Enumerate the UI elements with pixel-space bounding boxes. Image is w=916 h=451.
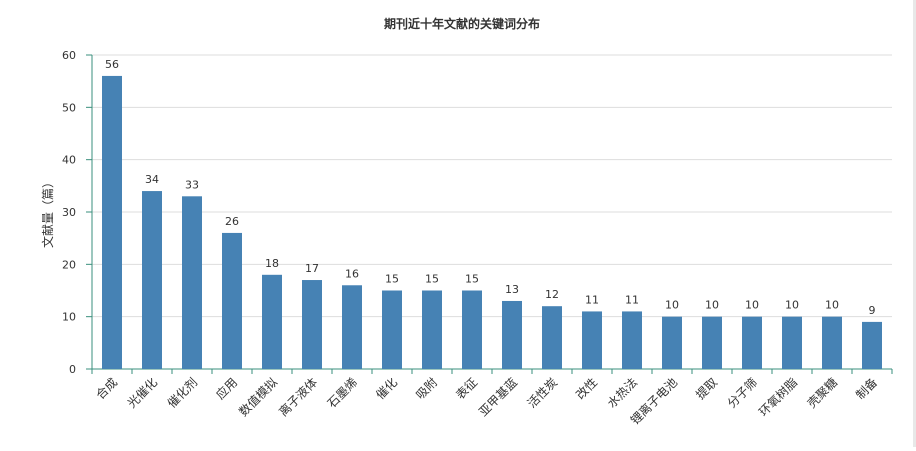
bars	[102, 75, 882, 369]
bar	[142, 191, 162, 369]
bar	[822, 316, 842, 369]
data-label: 15	[425, 273, 439, 286]
data-label: 11	[585, 293, 599, 306]
y-tick-label: 50	[62, 101, 76, 114]
x-tick-label: 水热法	[605, 375, 640, 410]
bar	[862, 321, 882, 369]
y-tick-label: 20	[62, 258, 76, 271]
x-tick-label: 环氧树脂	[756, 375, 801, 420]
bar	[462, 290, 482, 369]
data-label: 18	[265, 257, 279, 270]
data-label: 56	[105, 58, 119, 71]
data-label: 10	[665, 299, 679, 312]
chart-title: 期刊近十年文献的关键词分布	[384, 16, 540, 31]
bar	[342, 285, 362, 369]
x-tick-label: 亚甲基蓝	[476, 375, 520, 419]
data-label: 10	[745, 299, 759, 312]
x-tick-label: 催化剂	[164, 375, 200, 411]
data-label: 11	[625, 293, 639, 306]
bar	[742, 316, 762, 369]
bar	[422, 290, 442, 369]
x-tick-label: 合成	[93, 375, 121, 403]
bar	[302, 280, 322, 369]
data-label: 10	[785, 299, 799, 312]
data-label: 15	[385, 273, 399, 286]
bar	[182, 196, 202, 369]
x-tick-label: 应用	[213, 375, 241, 403]
data-label: 17	[305, 262, 319, 275]
data-label: 33	[185, 178, 199, 191]
x-tick-label: 分子筛	[724, 375, 760, 411]
x-tick-label: 离子液体	[276, 375, 321, 420]
axes	[86, 54, 893, 374]
y-tick-label: 30	[62, 206, 76, 219]
data-label: 10	[705, 299, 719, 312]
data-labels: 56 34 33 26 18 17 16 15 15 15 13 12 11 11 10 10 10 10 10 9	[105, 58, 876, 317]
data-label: 34	[145, 173, 159, 186]
panel-edge	[913, 0, 916, 447]
x-tick-label: 光催化	[125, 375, 160, 410]
bar	[382, 290, 402, 369]
x-tick-label: 催化	[373, 375, 400, 402]
x-tick-label: 壳聚糖	[804, 375, 840, 411]
data-label: 12	[545, 288, 559, 301]
bar	[622, 311, 642, 369]
x-tick-label: 吸附	[413, 375, 440, 402]
bar	[502, 300, 522, 369]
y-tick-label: 0	[69, 363, 76, 376]
x-tick-label: 数值模拟	[236, 375, 281, 420]
bar	[702, 316, 722, 369]
y-axis-label: 文献量（篇）	[40, 176, 55, 248]
x-tick-label: 石墨烯	[325, 375, 360, 410]
y-tick-label: 40	[62, 154, 76, 167]
data-label: 13	[505, 283, 519, 296]
y-tick-label: 10	[62, 311, 76, 324]
bar	[102, 75, 122, 369]
bar	[662, 316, 682, 369]
gridlines	[92, 54, 892, 318]
bar	[222, 232, 242, 369]
bar	[582, 311, 602, 369]
bar	[542, 306, 562, 369]
x-tick-label: 改性	[573, 375, 600, 402]
y-tick-label: 60	[62, 49, 76, 62]
bar	[262, 274, 282, 369]
x-tick-label: 表征	[453, 375, 480, 402]
y-tick-labels: 0 10 20 30 40 50 60	[62, 49, 76, 376]
x-tick-label: 提取	[693, 375, 721, 403]
x-tick-label: 活性炭	[525, 375, 560, 410]
data-label: 9	[869, 304, 876, 317]
x-tick-label: 制备	[853, 375, 880, 402]
data-label: 16	[345, 267, 359, 280]
data-label: 26	[225, 215, 239, 228]
bar	[782, 316, 802, 369]
data-label: 10	[825, 299, 839, 312]
data-label: 15	[465, 273, 479, 286]
